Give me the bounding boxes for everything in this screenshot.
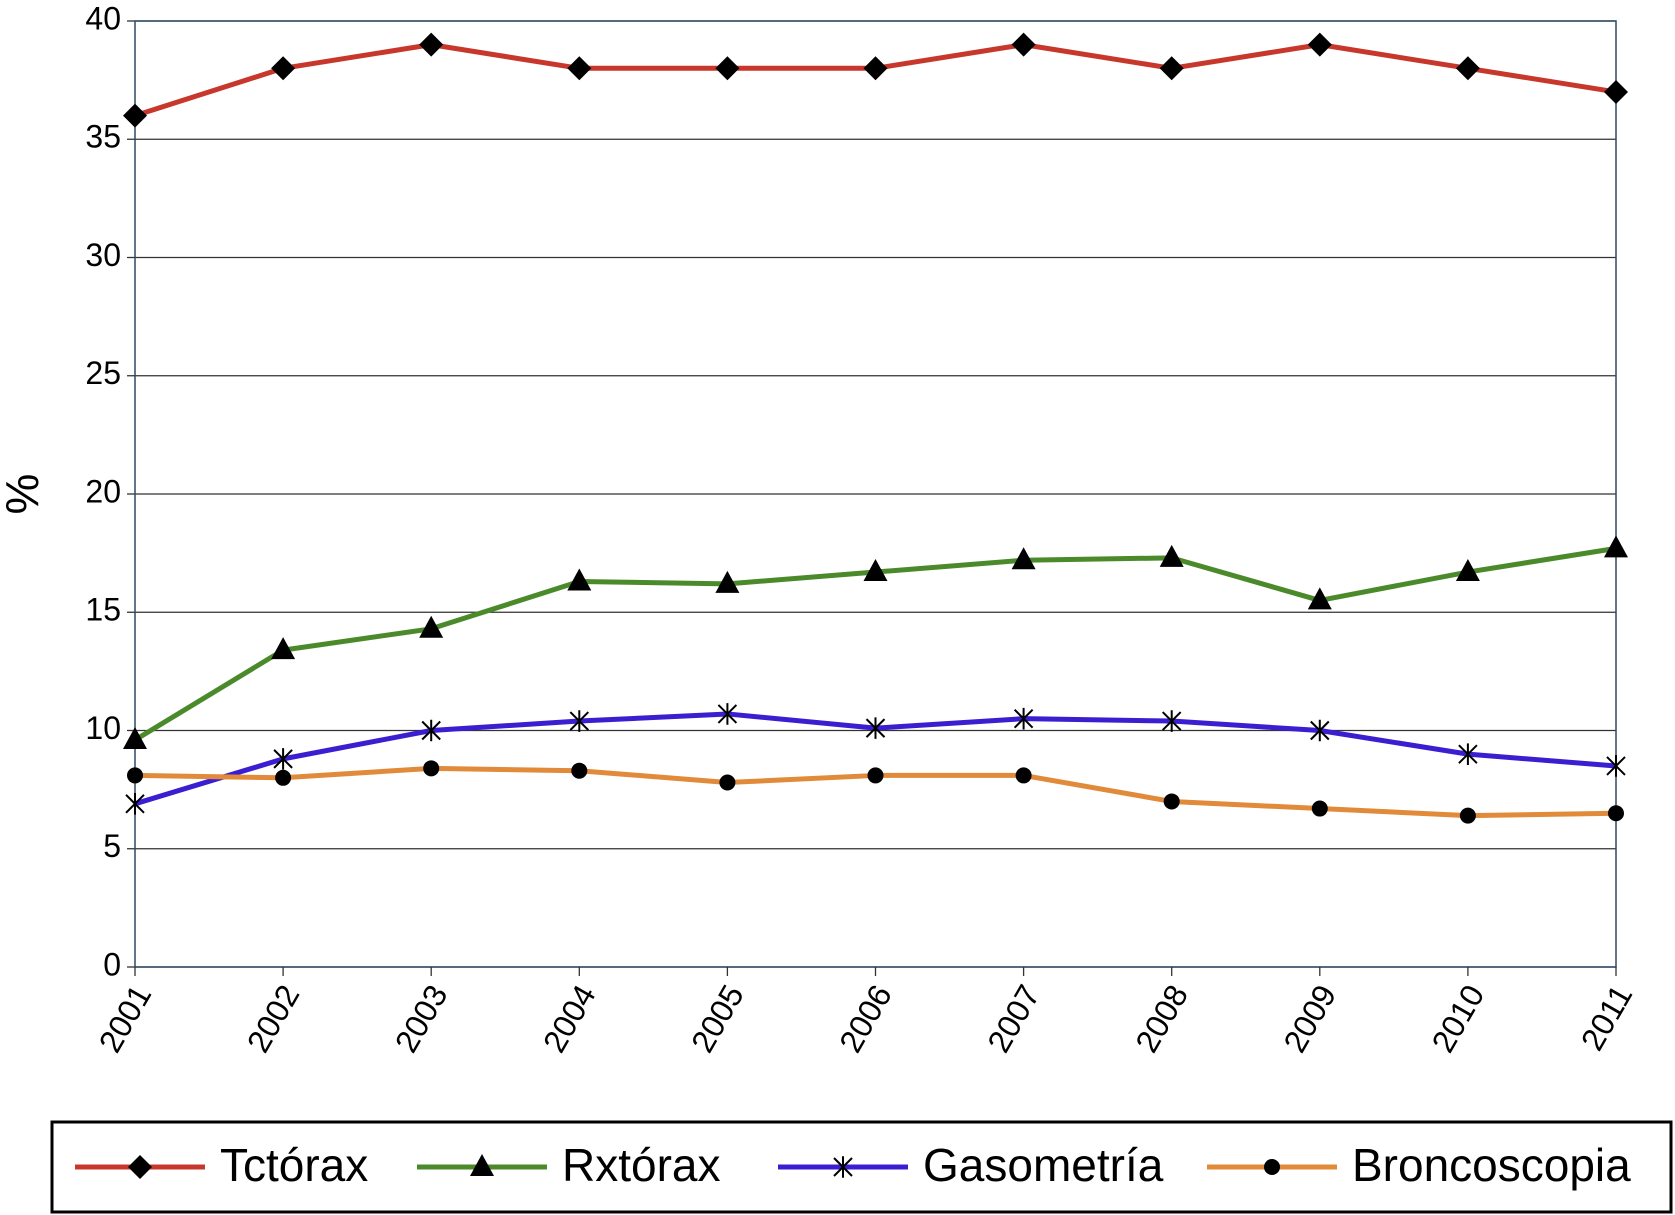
data-point — [1606, 755, 1626, 777]
y-tick-label: 35 — [85, 119, 121, 155]
data-point — [423, 760, 440, 777]
y-tick-label: 25 — [85, 355, 121, 391]
legend-marker — [470, 1154, 494, 1176]
x-tick-label: 2003 — [388, 979, 455, 1059]
data-point — [1159, 544, 1184, 567]
data-point — [271, 637, 296, 660]
x-tick-label: 2008 — [1128, 979, 1195, 1059]
x-tick-label: 2001 — [92, 979, 159, 1059]
data-point — [867, 767, 884, 784]
y-tick-label: 40 — [85, 0, 121, 36]
x-tick-label: 2009 — [1276, 979, 1343, 1059]
data-point — [1459, 807, 1476, 824]
legend-box — [50, 1120, 1673, 1214]
data-point — [1163, 793, 1180, 810]
data-point — [1013, 707, 1034, 730]
data-point — [1608, 805, 1624, 822]
data-point — [1307, 32, 1332, 57]
legend-label: Gasometría — [923, 1139, 1164, 1191]
data-point — [1604, 79, 1628, 104]
data-point — [271, 56, 296, 81]
data-point — [123, 103, 147, 128]
y-tick-label: 0 — [103, 946, 121, 982]
data-point — [863, 56, 888, 81]
x-tick-label: 2011 — [1574, 979, 1640, 1057]
legend-marker — [833, 1156, 853, 1178]
data-point — [1015, 767, 1032, 784]
y-axis-label: % — [0, 474, 48, 515]
y-tick-label: 30 — [85, 237, 121, 273]
data-point — [1310, 719, 1330, 742]
legend-marker — [1264, 1159, 1280, 1175]
data-point — [569, 710, 590, 732]
data-point — [863, 559, 888, 582]
x-tick-label: 2002 — [240, 979, 307, 1059]
data-point — [1311, 800, 1328, 817]
y-tick-label: 15 — [85, 592, 121, 628]
data-point — [1161, 710, 1182, 732]
data-point — [1307, 587, 1332, 610]
x-tick-label: 2010 — [1425, 979, 1492, 1059]
x-tick-label: 2005 — [684, 979, 751, 1059]
data-point — [719, 774, 736, 791]
legend-marker — [128, 1155, 152, 1179]
y-tick-label: 20 — [85, 473, 121, 509]
y-tick-label: 10 — [85, 710, 121, 746]
y-tick-label: 5 — [103, 828, 121, 864]
x-tick-label: 2007 — [980, 979, 1047, 1059]
data-point — [125, 793, 145, 815]
data-point — [715, 570, 740, 593]
data-point — [567, 568, 592, 591]
x-tick-label: 2004 — [536, 979, 603, 1059]
legend-label: Broncoscopia — [1352, 1139, 1631, 1191]
data-point — [1011, 32, 1036, 57]
data-point — [567, 56, 592, 81]
data-point — [1159, 56, 1184, 81]
data-point — [273, 748, 293, 770]
data-point — [123, 726, 147, 749]
data-point — [571, 762, 588, 779]
legend-label: Tctórax — [220, 1139, 368, 1191]
data-point — [1458, 743, 1478, 765]
data-point — [419, 32, 444, 57]
data-point — [127, 767, 143, 784]
data-point — [1011, 547, 1036, 570]
data-point — [717, 703, 738, 725]
data-point — [1455, 56, 1480, 81]
data-point — [419, 615, 444, 638]
x-tick-label: 2006 — [832, 979, 899, 1059]
data-point — [1455, 559, 1480, 582]
data-point — [421, 719, 441, 742]
legend-label: Rxtórax — [562, 1139, 720, 1191]
data-point — [1604, 535, 1628, 558]
data-point — [715, 56, 740, 81]
data-point — [865, 717, 886, 739]
data-point — [275, 769, 292, 786]
